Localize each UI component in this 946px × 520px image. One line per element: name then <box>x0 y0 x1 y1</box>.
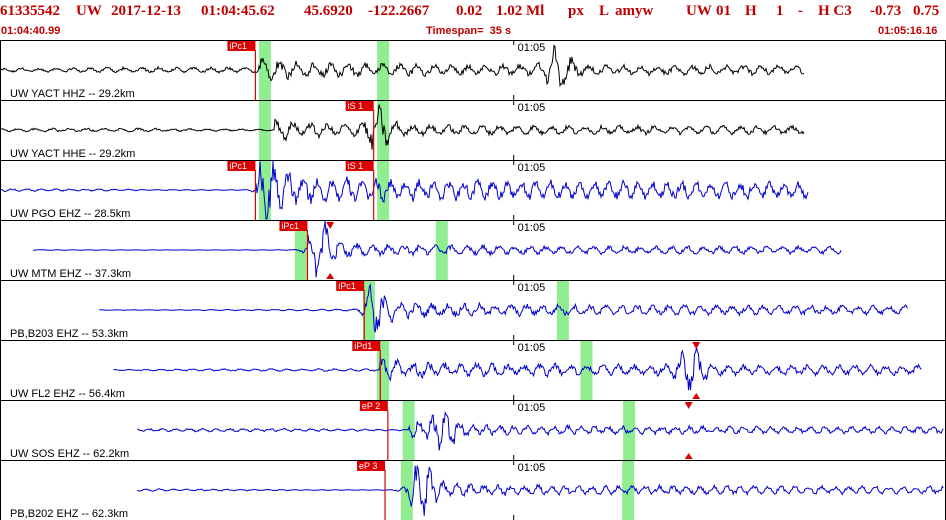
time-tick-label: 01:05 <box>518 402 546 414</box>
time-tick-label: 01:05 <box>518 162 546 174</box>
event-summary-line: 61335542 UW 2017-12-13 01:04:45.62 45.69… <box>0 0 946 24</box>
pick-flag[interactable] <box>336 281 365 291</box>
trace-label: UW PGO EHZ -- 28.5km <box>10 208 130 220</box>
pick-flag[interactable] <box>227 41 256 51</box>
event-net2: UW <box>686 3 712 19</box>
waveform[interactable] <box>0 160 809 220</box>
trace-panel[interactable]: 01:05 iS 1 UW YACT HHE -- 29.2km <box>0 100 946 161</box>
event-mode: L <box>599 3 610 19</box>
waveform[interactable] <box>0 104 805 150</box>
trace-panel[interactable]: 01:05 iPd1 UW FL2 EHZ -- 56.4km <box>0 340 946 401</box>
pick-label: iPd1 <box>354 341 372 351</box>
trace-panel[interactable]: 01:05 iPc1 iS 1 UW PGO EHZ -- 28.5km <box>0 160 946 221</box>
pick-label: iPc1 <box>281 221 299 231</box>
pick-window <box>556 281 569 340</box>
event-value-2: 0.75 <box>913 3 940 19</box>
pick-flag[interactable] <box>345 161 374 171</box>
panel-border <box>0 100 946 161</box>
pick-label: eP 3 <box>359 461 377 471</box>
pick-window <box>362 281 375 340</box>
pick-window <box>623 401 636 460</box>
event-id: 61335542 <box>0 3 60 19</box>
event-magnitude: 1.02 Ml <box>496 3 545 19</box>
trace-label: UW FL2 EHZ -- 56.4km <box>10 388 125 400</box>
pick-window <box>377 161 390 220</box>
window-end-time: 01:05:16.16 <box>878 25 938 37</box>
pick-window <box>402 401 415 460</box>
event-header: 61335542 UW 2017-12-13 01:04:45.62 45.69… <box>0 0 946 40</box>
trace-label: UW YACT HHE -- 29.2km <box>10 148 135 160</box>
pick-label: iPc1 <box>229 41 247 51</box>
pick-flag[interactable] <box>359 401 388 411</box>
trace-label: UW SOS EHZ -- 62.2km <box>10 448 129 460</box>
pick-label: iS 1 <box>348 101 364 111</box>
event-version: 01 <box>716 3 731 19</box>
waveform[interactable] <box>99 282 908 333</box>
polarity-marker[interactable] <box>684 402 693 409</box>
window-timespan: Timespan= 35 s <box>426 25 512 37</box>
pick-label: eP 2 <box>362 401 380 411</box>
event-flags: px <box>568 3 584 19</box>
event-value-1: -0.73 <box>870 3 902 19</box>
pick-window <box>377 41 390 100</box>
event-date: 2017-12-13 <box>111 3 181 19</box>
time-tick-label: 01:05 <box>518 222 546 234</box>
time-tick-label: 01:05 <box>518 282 546 294</box>
polarity-marker[interactable] <box>326 222 335 229</box>
waveform[interactable] <box>0 44 804 88</box>
time-tick-label: 01:05 <box>518 462 546 474</box>
pick-window <box>258 41 271 100</box>
polarity-marker[interactable] <box>326 273 335 279</box>
trace-panels: 01:05 iPc1 UW YACT HHZ -- 29.2km 01:05 iS 1 U… <box>0 40 946 520</box>
pick-label: iPc1 <box>338 281 356 291</box>
event-depth: 0.02 <box>456 3 483 19</box>
event-latitude: 45.6920 <box>304 3 353 19</box>
seismogram-panel[interactable]: 01:05 iPc1 UW YACT HHZ -- 29.2km 01:05 iS 1 U… <box>0 40 946 520</box>
window-start-time: 01:04:40.99 <box>1 25 61 37</box>
trace-panel[interactable]: 01:05 iPc1 UW MTM EHZ -- 37.3km <box>0 220 946 281</box>
waveform[interactable] <box>33 220 842 278</box>
waveform[interactable] <box>136 465 944 516</box>
event-time: 01:04:45.62 <box>201 3 275 19</box>
event-dash: - <box>798 3 803 19</box>
time-tick-label: 01:05 <box>518 342 546 354</box>
time-tick-label: 01:05 <box>518 42 546 54</box>
trace-label: PB,B203 EHZ -- 53.3km <box>10 328 128 340</box>
event-network: UW <box>76 3 102 19</box>
polarity-marker[interactable] <box>692 342 701 349</box>
pick-flag[interactable] <box>345 101 374 111</box>
pick-flag[interactable] <box>357 461 386 471</box>
trace-panel[interactable]: 01:05 iPc1 UW YACT HHZ -- 29.2km <box>0 40 946 101</box>
event-analyst: amyw <box>615 3 654 19</box>
pick-flag[interactable] <box>279 221 308 231</box>
event-longitude: -122.2667 <box>368 3 430 19</box>
pick-flag[interactable] <box>227 161 256 171</box>
polarity-marker[interactable] <box>692 393 701 399</box>
pick-flag[interactable] <box>352 341 381 351</box>
waveform[interactable] <box>113 347 922 391</box>
event-quality: H C3 <box>818 3 852 19</box>
pick-label: iS 1 <box>348 161 364 171</box>
pick-window <box>580 341 593 400</box>
time-tick-label: 01:05 <box>518 102 546 114</box>
trace-label: UW MTM EHZ -- 37.3km <box>10 268 131 280</box>
event-count: 1 <box>776 3 784 19</box>
trace-panel[interactable]: 01:05 eP 3 PB,B202 EHZ -- 62.3km <box>0 460 946 520</box>
trace-panel[interactable]: 01:05 eP 2 UW SOS EHZ -- 62.2km <box>0 400 946 461</box>
waveform[interactable] <box>137 410 944 451</box>
trace-label: PB,B202 EHZ -- 62.3km <box>10 508 128 520</box>
event-flag-h: H <box>745 3 757 19</box>
pick-label: iPc1 <box>229 161 247 171</box>
trace-label: UW YACT HHZ -- 29.2km <box>10 88 135 100</box>
polarity-marker[interactable] <box>684 453 693 459</box>
trace-panel[interactable]: 01:05 iPc1 PB,B203 EHZ -- 53.3km <box>0 280 946 341</box>
